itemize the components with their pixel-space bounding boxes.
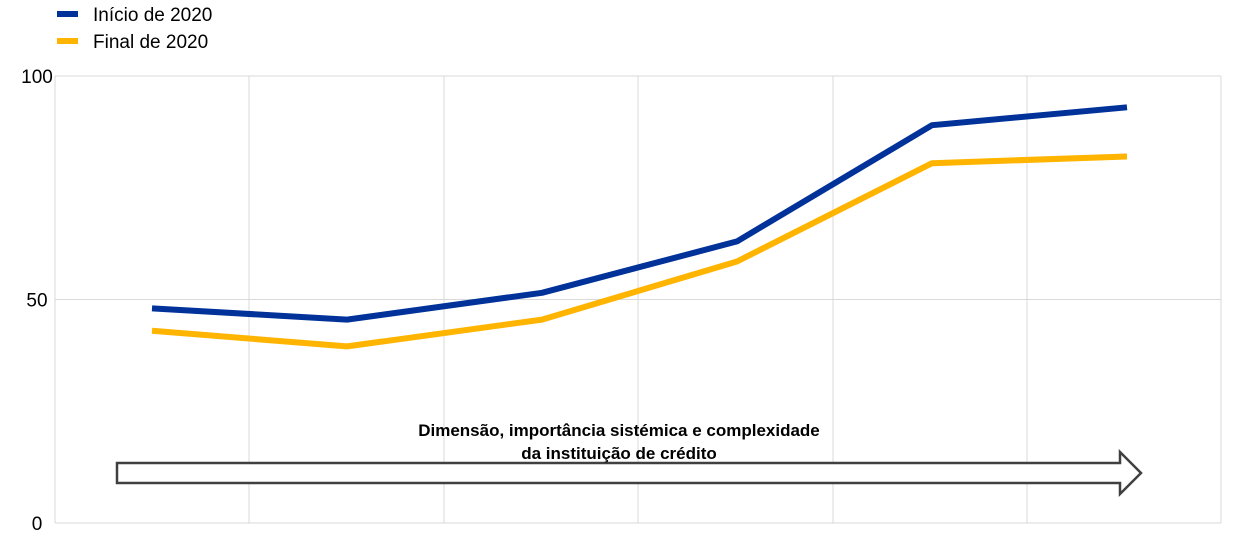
legend-label-1: Início de 2020 bbox=[93, 5, 212, 26]
y-tick-label-100: 100 bbox=[21, 67, 53, 88]
annotation-line-2: da instituição de crédito bbox=[521, 444, 717, 463]
annotation-line-1: Dimensão, importância sistémica e comple… bbox=[418, 421, 820, 440]
y-tick-label-0: 0 bbox=[32, 514, 43, 535]
annotation: Dimensão, importância sistémica e comple… bbox=[418, 421, 820, 463]
y-tick-label-50: 50 bbox=[26, 291, 47, 312]
series-line-1 bbox=[151, 104, 1128, 323]
annotation-arrow bbox=[115, 448, 1143, 498]
gridlines bbox=[55, 76, 1221, 523]
arrow-shape bbox=[115, 448, 1143, 498]
legend-swatch-1 bbox=[57, 11, 78, 17]
axes bbox=[54, 75, 1222, 524]
y-axis-ticks: 0 50 100 bbox=[21, 67, 53, 535]
legend-label-2: Final de 2020 bbox=[93, 32, 208, 53]
series-line-2 bbox=[151, 153, 1128, 350]
legend-swatch-2 bbox=[57, 38, 78, 44]
legend: Início de 2020 Final de 2020 bbox=[57, 5, 212, 53]
series-lines bbox=[151, 104, 1128, 350]
